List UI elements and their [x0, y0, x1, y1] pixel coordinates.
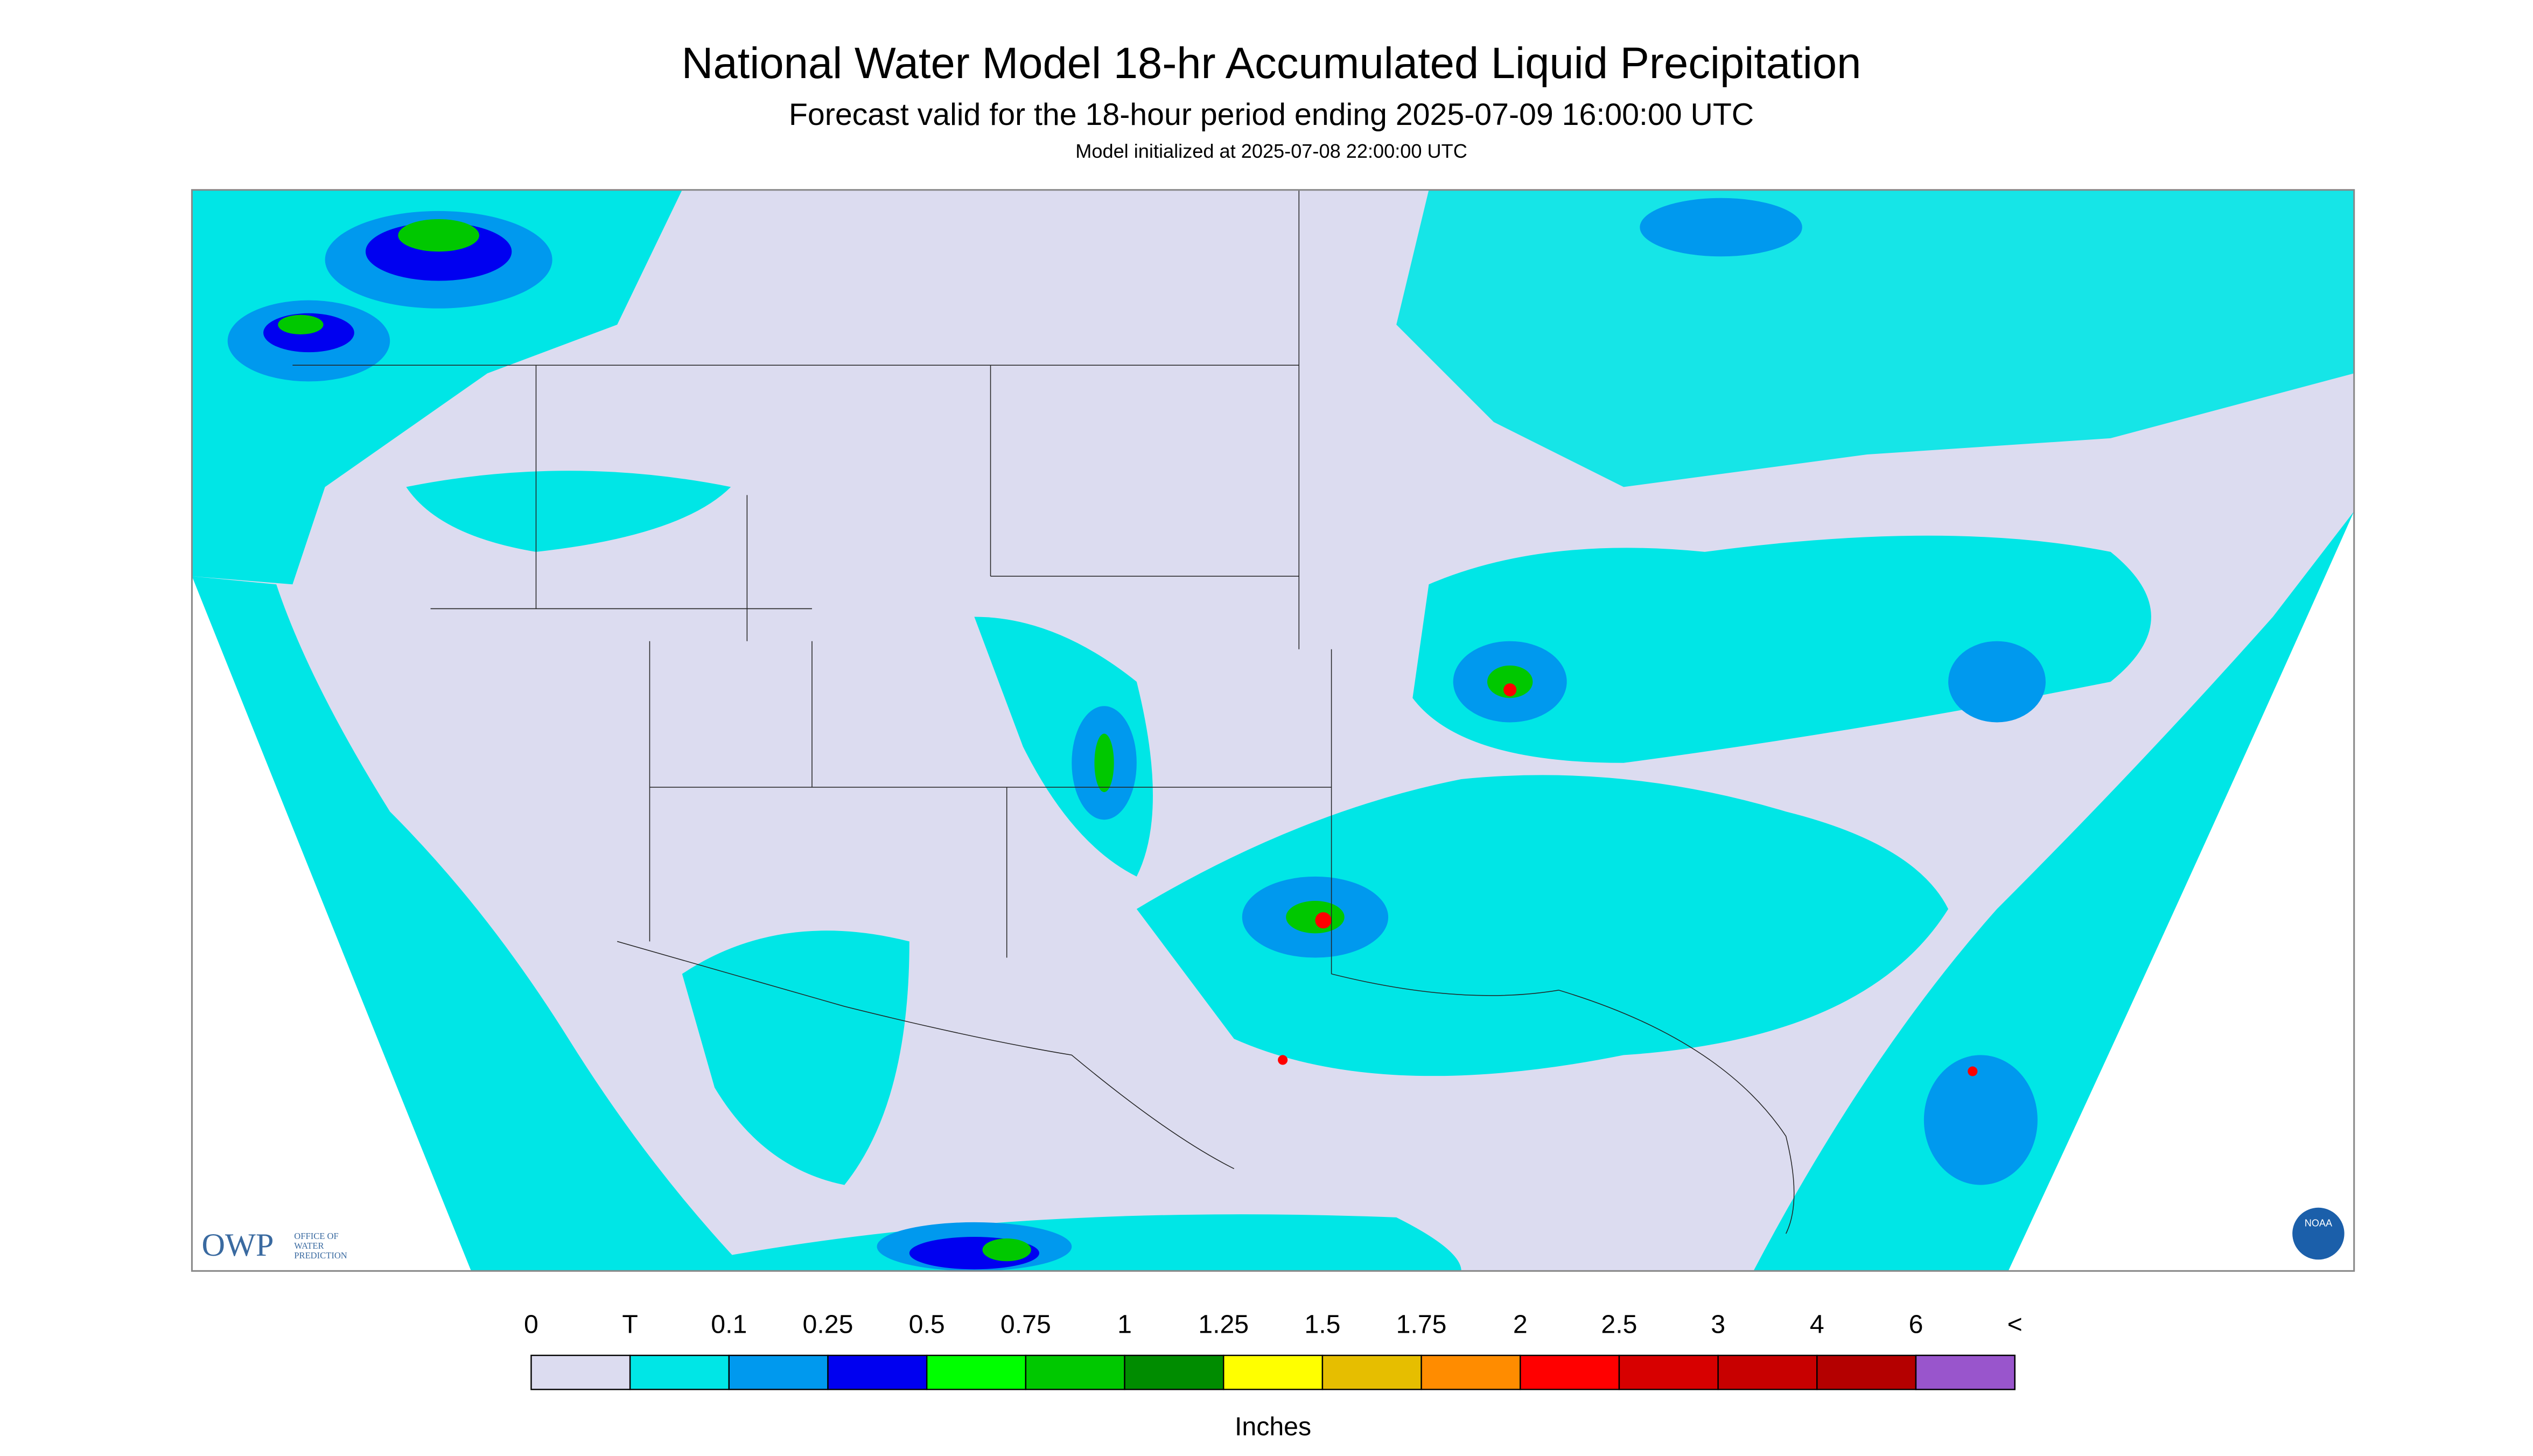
legend-swatch — [530, 1354, 631, 1390]
owp-text-line: OFFICE OF — [294, 1231, 338, 1241]
legend-swatch — [1618, 1354, 1719, 1390]
legend-label: < — [2007, 1310, 2023, 1339]
legend-units: Inches — [1235, 1412, 1311, 1441]
legend-label: 0.5 — [909, 1310, 945, 1339]
borders — [292, 190, 1795, 1234]
legend-swatch — [1124, 1354, 1224, 1390]
legend: 0 T 0.1 0.25 0.5 0.75 1 1.25 1.5 1.75 2 2.5 3 4 6 < — [524, 1310, 2023, 1390]
legend-label: 1.75 — [1396, 1310, 1447, 1339]
legend-swatch — [926, 1354, 1027, 1390]
noaa-logo-text: NOAA — [2305, 1218, 2333, 1229]
legend-label: T — [622, 1310, 638, 1339]
owp-text-line: WATER — [294, 1241, 324, 1251]
legend-swatch — [1520, 1354, 1620, 1390]
legend-swatch — [1717, 1354, 1818, 1390]
legend-label: 2.5 — [1601, 1310, 1637, 1339]
legend-label: 6 — [1909, 1310, 1923, 1339]
legend-swatch — [827, 1354, 928, 1390]
legend-swatch — [629, 1354, 730, 1390]
legend-swatch — [1321, 1354, 1422, 1390]
legend-swatch — [1025, 1354, 1125, 1390]
legend-label: 1.25 — [1198, 1310, 1249, 1339]
legend-swatch — [728, 1354, 829, 1390]
legend-label: 2 — [1513, 1310, 1528, 1339]
legend-label: 0.75 — [1000, 1310, 1051, 1339]
owp-logo: OWP — [201, 1227, 274, 1263]
legend-label: 0.1 — [711, 1310, 747, 1339]
init-time: Model initialized at 2025-07-08 22:00:00… — [1075, 140, 1467, 162]
legend-label: 0.25 — [803, 1310, 853, 1339]
map-frame — [191, 189, 2355, 1272]
noaa-logo — [2292, 1207, 2345, 1260]
legend-label: 1 — [1117, 1310, 1132, 1339]
legend-label: 3 — [1711, 1310, 1725, 1339]
legend-swatch — [1223, 1354, 1324, 1390]
legend-swatch-top — [1915, 1354, 2016, 1390]
precip-red — [1278, 683, 1978, 1076]
legend-label: 4 — [1810, 1310, 1824, 1339]
subtitle: Forecast valid for the 18-hour period en… — [789, 97, 1754, 132]
legend-label: 0 — [524, 1310, 538, 1339]
legend-swatch — [1816, 1354, 1917, 1390]
legend-label: 1.5 — [1304, 1310, 1340, 1339]
title: National Water Model 18-hr Accumulated L… — [682, 39, 1862, 88]
outside-domain — [192, 511, 2354, 1271]
legend-swatch — [1421, 1354, 1521, 1390]
owp-text-line: PREDICTION — [294, 1250, 347, 1261]
